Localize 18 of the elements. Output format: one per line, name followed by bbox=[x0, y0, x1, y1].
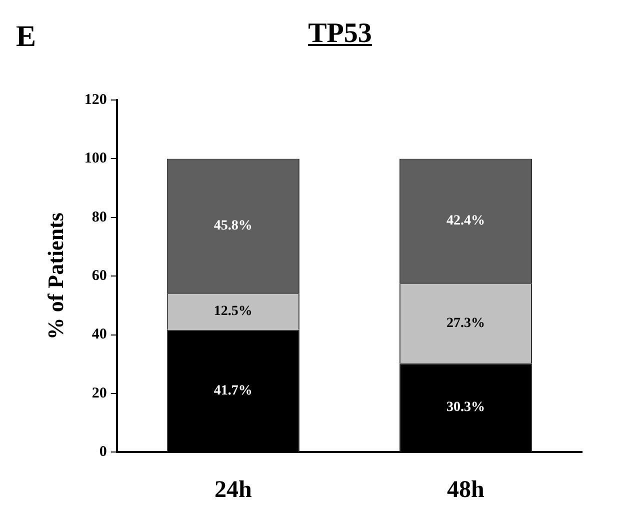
x-tick-label: 48h bbox=[447, 476, 484, 503]
data-label: 12.5% bbox=[214, 304, 252, 320]
y-axis-title: % of Patients bbox=[42, 212, 68, 340]
x-tick-label: 24h bbox=[214, 476, 252, 503]
data-label: 42.4% bbox=[446, 214, 485, 229]
text: E bbox=[16, 20, 36, 54]
chart-title: TP53 bbox=[308, 18, 372, 49]
y-tick-label: 120 bbox=[84, 92, 107, 108]
data-label: 45.8% bbox=[214, 218, 252, 234]
y-tick-label: 60 bbox=[92, 268, 107, 284]
y-tick-label: 80 bbox=[92, 209, 107, 226]
y-tick-label: 100 bbox=[84, 150, 107, 167]
data-label: 41.7% bbox=[214, 383, 252, 398]
data-label: 27.3% bbox=[446, 316, 485, 331]
y-tick-label: 0 bbox=[99, 444, 107, 460]
y-tick-label: 40 bbox=[92, 326, 107, 343]
data-label: 30.3% bbox=[446, 400, 485, 416]
y-tick-label: 20 bbox=[92, 385, 107, 402]
